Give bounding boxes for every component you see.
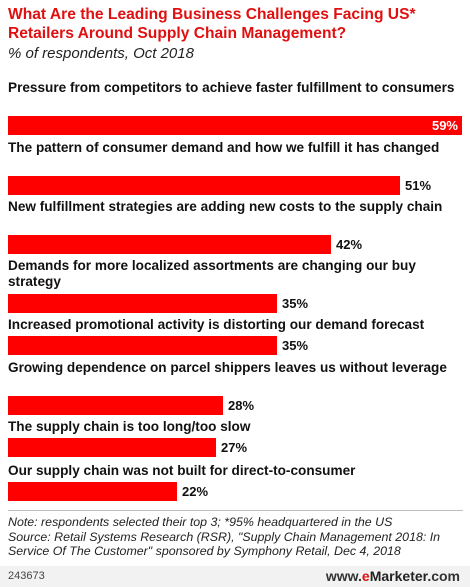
logo-e: e bbox=[361, 568, 370, 584]
value-label: 22% bbox=[182, 484, 209, 499]
bar bbox=[8, 396, 223, 415]
bar bbox=[8, 176, 400, 195]
category-label: Demands for more localized assortments a… bbox=[8, 258, 416, 289]
category-label: The supply chain is too long/too slow bbox=[8, 419, 251, 434]
value-label: 42% bbox=[336, 237, 363, 252]
value-label: 59% bbox=[431, 118, 458, 133]
bar bbox=[8, 482, 177, 501]
value-label: 35% bbox=[282, 296, 309, 311]
logo-suffix: .com bbox=[427, 568, 460, 584]
footer-bar: 243673 www.eMarketer.com bbox=[0, 566, 470, 587]
chart-subtitle: % of respondents, Oct 2018 bbox=[8, 45, 194, 62]
category-label: Growing dependence on parcel shippers le… bbox=[8, 360, 447, 375]
logo-name: Marketer bbox=[369, 568, 428, 584]
bar bbox=[8, 235, 331, 254]
source-text: Source: Retail Systems Research (RSR), "… bbox=[8, 529, 441, 559]
category-label: Pressure from competitors to achieve fas… bbox=[8, 80, 455, 95]
chart-title: What Are the Leading Business Challenges… bbox=[8, 6, 416, 42]
category-label: The pattern of consumer demand and how w… bbox=[8, 140, 440, 155]
bar-chart: Pressure from competitors to achieve fas… bbox=[8, 80, 462, 501]
value-label: 35% bbox=[282, 338, 309, 353]
category-label: New fulfillment strategies are adding ne… bbox=[8, 199, 443, 214]
category-label: Our supply chain was not built for direc… bbox=[8, 463, 356, 478]
bar bbox=[8, 294, 277, 313]
value-label: 51% bbox=[405, 178, 432, 193]
chart-note: Note: respondents selected their top 3; … bbox=[8, 515, 463, 559]
bar bbox=[8, 116, 462, 135]
value-label: 27% bbox=[221, 440, 248, 455]
note-text: Note: respondents selected their top 3; … bbox=[8, 515, 393, 529]
bar bbox=[8, 438, 216, 457]
chart-id: 243673 bbox=[8, 570, 45, 582]
bar bbox=[8, 336, 277, 355]
note-divider bbox=[8, 510, 463, 511]
logo-prefix: www. bbox=[325, 568, 362, 584]
emarketer-logo[interactable]: www.eMarketer.com bbox=[326, 568, 460, 584]
category-label: Increased promotional activity is distor… bbox=[8, 317, 425, 332]
value-label: 28% bbox=[228, 398, 255, 413]
